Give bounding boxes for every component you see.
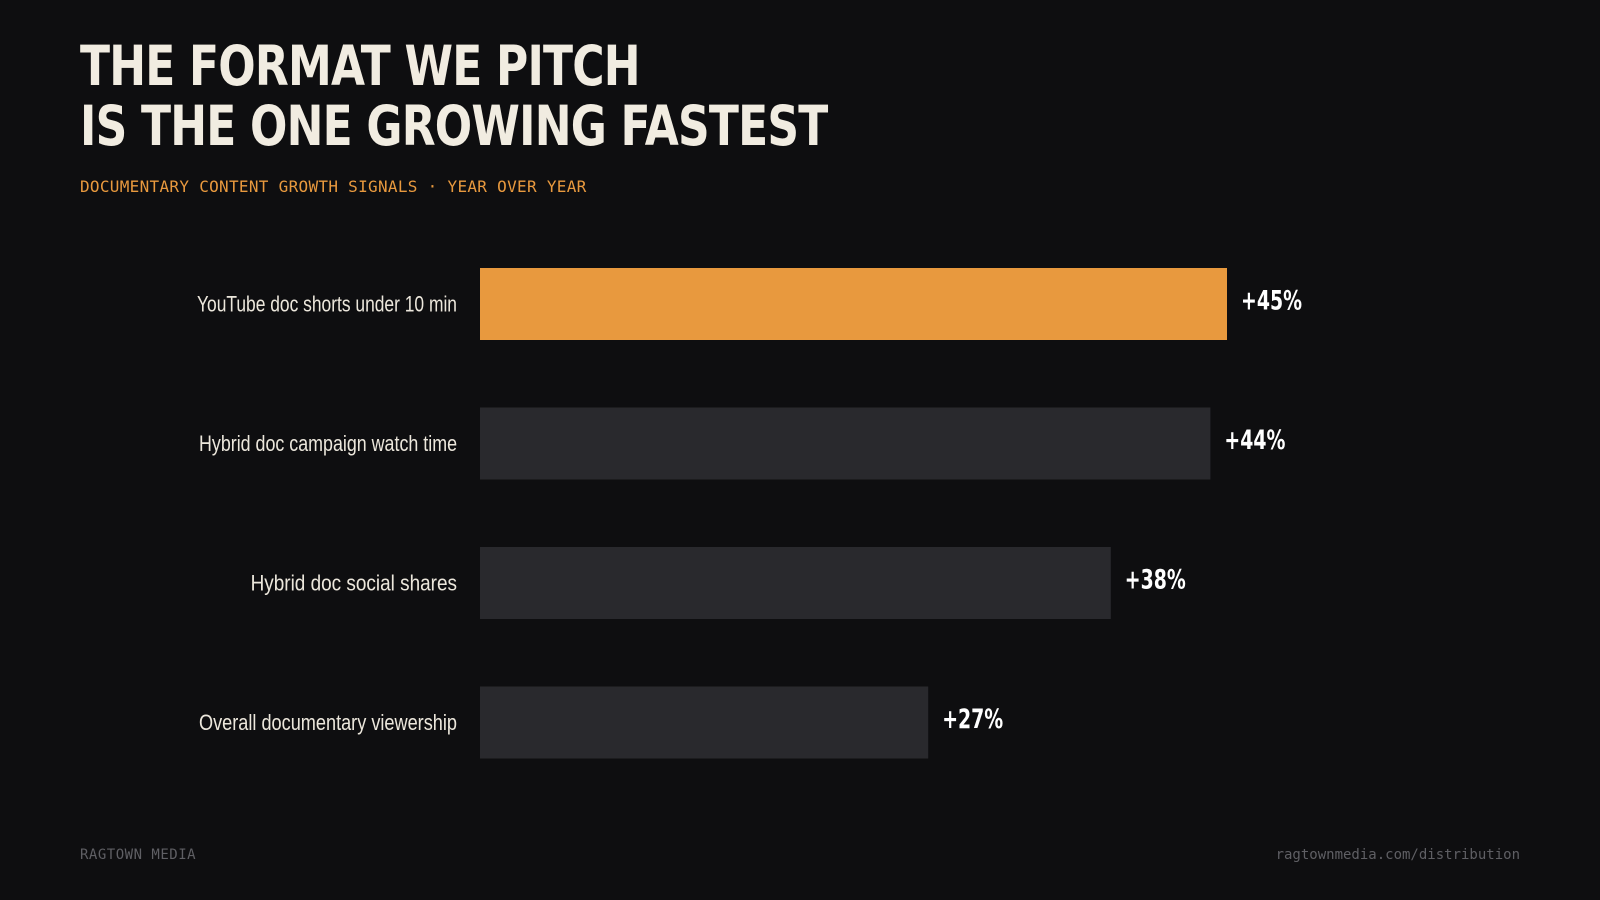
value-label-1: +45% bbox=[1241, 286, 1302, 317]
value-label-4: +27% bbox=[942, 704, 1003, 735]
value-label-3: +38% bbox=[1125, 565, 1186, 596]
page-title: THE FORMAT WE PITCH IS THE ONE GROWING F… bbox=[80, 34, 828, 158]
title-line-1: THE FORMAT WE PITCH bbox=[80, 34, 641, 98]
category-label-2: Hybrid doc campaign watch time bbox=[199, 431, 457, 456]
category-label-1: YouTube doc shorts under 10 min bbox=[197, 292, 457, 317]
footer-brand: RAGTOWN MEDIA bbox=[80, 847, 197, 863]
bar-2 bbox=[480, 407, 1211, 480]
value-label-2: +44% bbox=[1224, 425, 1285, 456]
bar-1 bbox=[480, 268, 1227, 340]
title-line-2: IS THE ONE GROWING FASTEST bbox=[80, 94, 828, 158]
footer-url: ragtownmedia.com/distribution bbox=[1275, 847, 1520, 863]
bar-4 bbox=[480, 686, 929, 759]
category-label-4: Overall documentary viewership bbox=[199, 710, 457, 735]
bar-3 bbox=[480, 547, 1111, 619]
category-label-3: Hybrid doc social shares bbox=[251, 571, 457, 596]
chart-subtitle: DOCUMENTARY CONTENT GROWTH SIGNALS · YEA… bbox=[80, 177, 587, 196]
